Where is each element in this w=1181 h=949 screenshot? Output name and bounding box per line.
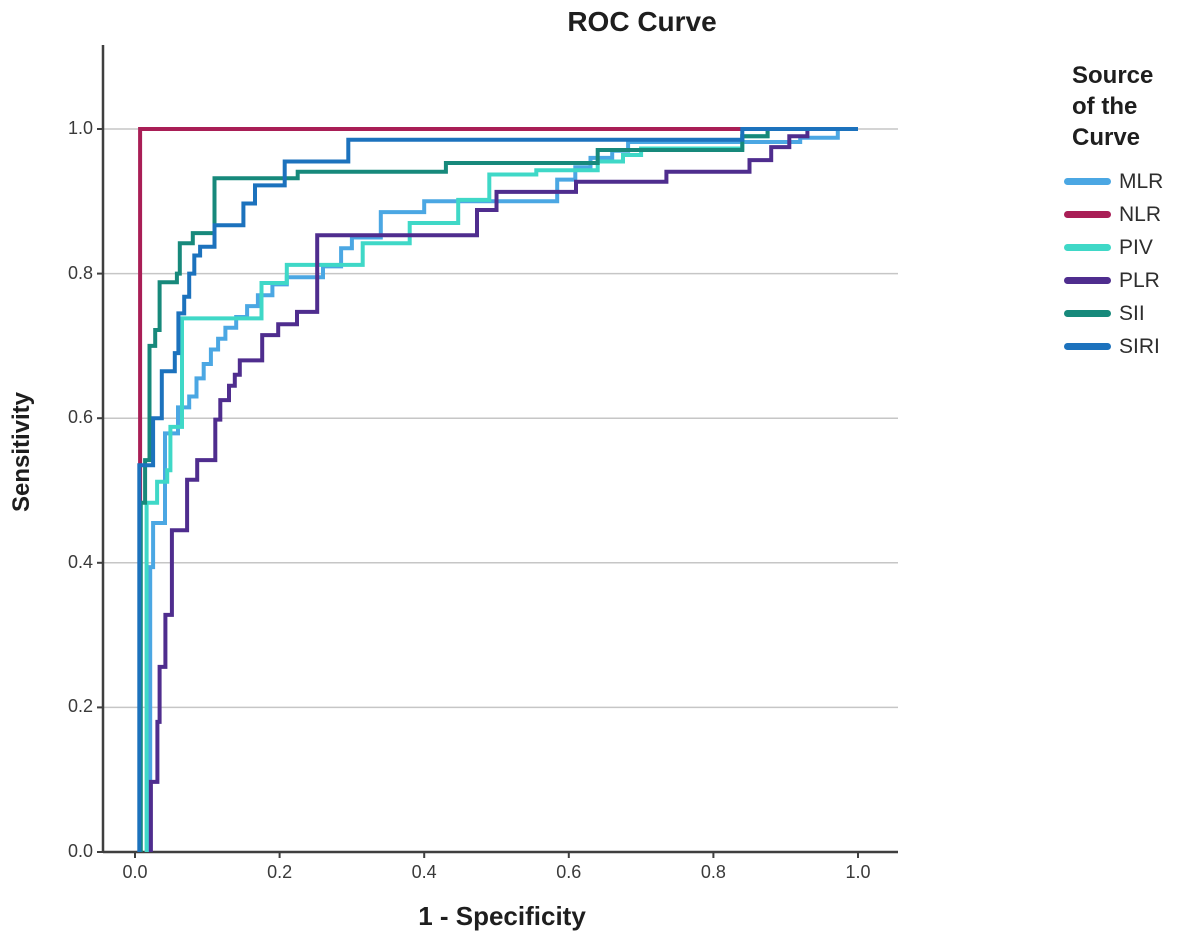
curve-PIV: [144, 127, 858, 852]
curve-PLR: [148, 127, 858, 852]
x-tick-label-1.0: 1.0: [845, 862, 871, 882]
x-tick-label-0.4: 0.4: [411, 862, 437, 882]
curve-NLR: [138, 127, 858, 852]
legend-item-PIV: PIV: [1064, 231, 1181, 264]
x-tick-label-0.0: 0.0: [122, 862, 148, 882]
y-tick-label-0.2: 0.2: [67, 696, 93, 717]
legend-item-MLR: MLR: [1064, 165, 1181, 198]
legend-label-PIV: PIV: [1119, 236, 1153, 259]
legend-label-MLR: MLR: [1119, 170, 1164, 193]
y-tick-label-1.0: 1.0: [67, 118, 93, 138]
legend-label-NLR: NLR: [1119, 203, 1162, 226]
x-axis-label: 1 - Specificity: [418, 901, 586, 931]
legend: Source of the Curve MLR NLR PIV PLR SII SIRI: [1064, 60, 1181, 363]
curve-MLR: [148, 127, 858, 852]
curve-SIRI: [137, 127, 858, 852]
legend-swatch-SII: [1064, 310, 1111, 317]
legend-label-SIRI: SIRI: [1119, 335, 1160, 358]
legend-swatch-PIV: [1064, 244, 1111, 251]
y-tick-label-0.0: 0.0: [67, 841, 93, 861]
curve-SII: [138, 127, 858, 852]
x-tick-label-0.8: 0.8: [700, 862, 726, 882]
legend-item-PLR: PLR: [1064, 264, 1181, 297]
chart-title: ROC Curve: [567, 6, 717, 37]
legend-swatch-NLR: [1064, 211, 1111, 218]
legend-item-SII: SII: [1064, 297, 1181, 330]
x-tick-label-0.6: 0.6: [556, 862, 582, 882]
legend-swatch-SIRI: [1064, 343, 1111, 350]
legend-title: Source of the Curve: [1064, 60, 1181, 153]
x-tick-label-0.2: 0.2: [267, 862, 293, 882]
y-tick-label-0.8: 0.8: [67, 262, 93, 283]
y-tick-label-0.6: 0.6: [67, 407, 93, 428]
legend-title-line: Curve: [1072, 124, 1141, 151]
legend-item-NLR: NLR: [1064, 198, 1181, 231]
legend-swatch-PLR: [1064, 277, 1111, 284]
legend-item-SIRI: SIRI: [1064, 330, 1181, 363]
legend-items: MLR NLR PIV PLR SII SIRI: [1064, 165, 1181, 363]
y-tick-label-0.4: 0.4: [67, 551, 93, 572]
legend-label-SII: SII: [1119, 302, 1145, 325]
legend-swatch-MLR: [1064, 178, 1111, 185]
legend-title-line: Source: [1072, 62, 1154, 89]
legend-label-PLR: PLR: [1119, 269, 1160, 292]
legend-title-line: of the: [1072, 93, 1138, 120]
